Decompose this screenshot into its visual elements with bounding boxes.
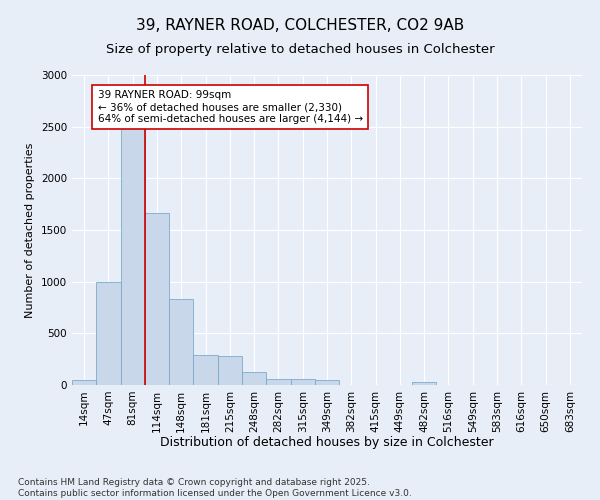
Text: Size of property relative to detached houses in Colchester: Size of property relative to detached ho… (106, 42, 494, 56)
Bar (72, 380, 96, 385)
X-axis label: Distribution of detached houses by size in Colchester: Distribution of detached houses by size … (160, 436, 494, 449)
Text: 39 RAYNER ROAD: 99sqm
← 36% of detached houses are smaller (2,330)
64% of semi-d: 39 RAYNER ROAD: 99sqm ← 36% of detached … (97, 90, 362, 124)
Bar (169, 299, 193, 385)
Bar (242, 372, 266, 385)
Bar (121, 126, 145, 385)
Text: Contains HM Land Registry data © Crown copyright and database right 2025.
Contai: Contains HM Land Registry data © Crown c… (18, 478, 412, 498)
Bar (145, 214, 169, 385)
Bar (315, 380, 339, 385)
Bar (412, 382, 436, 385)
Bar (290, 379, 315, 385)
Bar (218, 356, 242, 385)
Text: 39, RAYNER ROAD, COLCHESTER, CO2 9AB: 39, RAYNER ROAD, COLCHESTER, CO2 9AB (136, 18, 464, 32)
Y-axis label: Number of detached properties: Number of detached properties (25, 142, 35, 318)
Bar (266, 379, 290, 385)
Bar (96, 282, 121, 385)
Bar (193, 355, 218, 385)
